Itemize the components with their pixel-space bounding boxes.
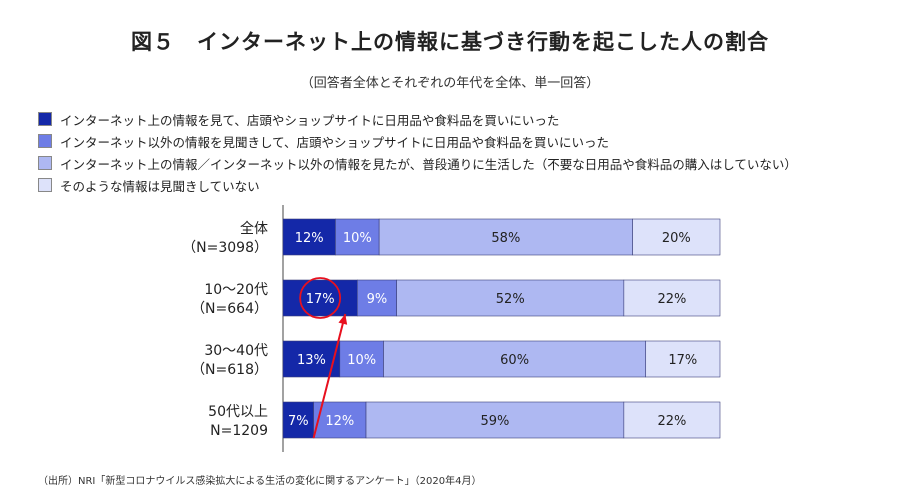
bar-segment — [356, 279, 397, 317]
bar-segment — [313, 401, 367, 439]
data-label: 17% — [668, 353, 697, 368]
category-label: 30～40代 — [204, 343, 268, 359]
category-label: （N=3098） — [182, 240, 268, 256]
data-label: 10% — [347, 353, 376, 368]
bar-segment — [645, 340, 721, 378]
data-label: 13% — [297, 353, 326, 368]
bar-segment — [339, 340, 384, 378]
legend: インターネット上の情報を見て、店頭やショップサイトに日用品や食料品を買いにいった… — [38, 108, 797, 196]
data-label: 60% — [500, 353, 529, 368]
legend-swatch — [38, 156, 52, 170]
bar-segment — [623, 401, 721, 439]
legend-item: インターネット上の情報／インターネット以外の情報を見たが、普段通りに生活した（不… — [38, 152, 797, 174]
data-label: 7% — [288, 414, 309, 429]
legend-label: インターネット以外の情報を見聞きして、店頭やショップサイトに日用品や食料品を買い… — [60, 134, 610, 150]
data-label: 59% — [480, 414, 509, 429]
category-label: 50代以上 — [208, 404, 268, 420]
annotation-arrow — [312, 313, 347, 439]
legend-item: インターネット上の情報を見て、店頭やショップサイトに日用品や食料品を買いにいった — [38, 108, 797, 130]
chart-title: 図５ インターネット上の情報に基づき行動を起こした人の割合 — [131, 30, 769, 54]
legend-swatch — [38, 134, 52, 148]
bar-segment — [282, 401, 314, 439]
category-label: （N=664） — [191, 301, 268, 317]
legend-label: インターネット上の情報を見て、店頭やショップサイトに日用品や食料品を買いにいった — [60, 112, 560, 128]
highlight-circle — [299, 277, 342, 319]
bar-segment — [632, 218, 721, 256]
legend-item: インターネット以外の情報を見聞きして、店頭やショップサイトに日用品や食料品を買い… — [38, 130, 797, 152]
data-label: 22% — [657, 292, 686, 307]
bar-segment — [383, 340, 647, 378]
legend-item: そのような情報は見聞きしていない — [38, 174, 797, 196]
data-label: 12% — [325, 414, 354, 429]
legend-label: そのような情報は見聞きしていない — [60, 178, 260, 194]
data-label: 9% — [367, 292, 388, 307]
data-label: 22% — [657, 414, 686, 429]
data-label: 20% — [662, 231, 691, 246]
bar-segment — [365, 401, 625, 439]
stacked-bar-chart: 全体 （N=3098） 12% 10% 58% 20% 10～20代 （N=664） 17% 9%… — [182, 205, 721, 452]
bar-segment — [378, 218, 633, 256]
source-note: （出所）NRI「新型コロナウイルス感染拡大による生活の変化に関するアンケート」（… — [38, 476, 482, 487]
data-label: 17% — [306, 292, 335, 307]
legend-label: インターネット上の情報／インターネット以外の情報を見たが、普段通りに生活した（不… — [60, 156, 797, 172]
bar-segment — [335, 218, 380, 256]
category-label: （N=618） — [191, 362, 268, 378]
category-label: 全体 — [240, 220, 268, 237]
data-label: 52% — [496, 292, 525, 307]
legend-swatch — [38, 178, 52, 192]
category-label: N=1209 — [210, 423, 268, 439]
category-label: 10～20代 — [204, 282, 268, 298]
annotation-arrowhead — [338, 314, 348, 325]
chart-subtitle: （回答者全体とそれぞれの年代を全体、単一回答） — [300, 76, 600, 91]
legend-swatch — [38, 112, 52, 126]
data-label: 10% — [343, 231, 372, 246]
bar-segment — [623, 279, 721, 317]
data-label: 58% — [491, 231, 520, 246]
data-label: 12% — [295, 231, 324, 246]
